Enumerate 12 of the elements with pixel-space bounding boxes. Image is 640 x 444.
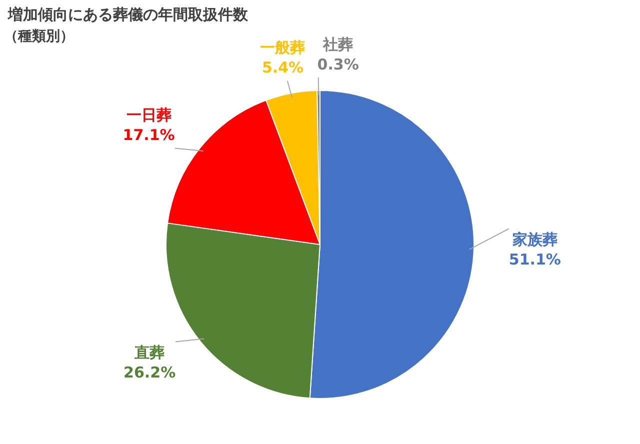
- slice-label: 直葬: [134, 344, 165, 362]
- data-label: 5.4%: [262, 58, 304, 77]
- chart-title: 増加傾向にある葬儀の年間取扱件数: [7, 5, 249, 24]
- data-label: 17.1%: [122, 126, 175, 144]
- slice-label: 一般葬: [260, 38, 306, 57]
- slice-label: 家族葬: [511, 230, 558, 249]
- data-label: 51.1%: [508, 250, 561, 269]
- slice-label: 一日葬: [126, 106, 172, 124]
- data-label: 26.2%: [124, 364, 176, 382]
- data-label: 0.3%: [317, 55, 359, 74]
- slice-label: 社葬: [322, 35, 354, 54]
- chart-subtitle: （種類別）: [4, 28, 74, 45]
